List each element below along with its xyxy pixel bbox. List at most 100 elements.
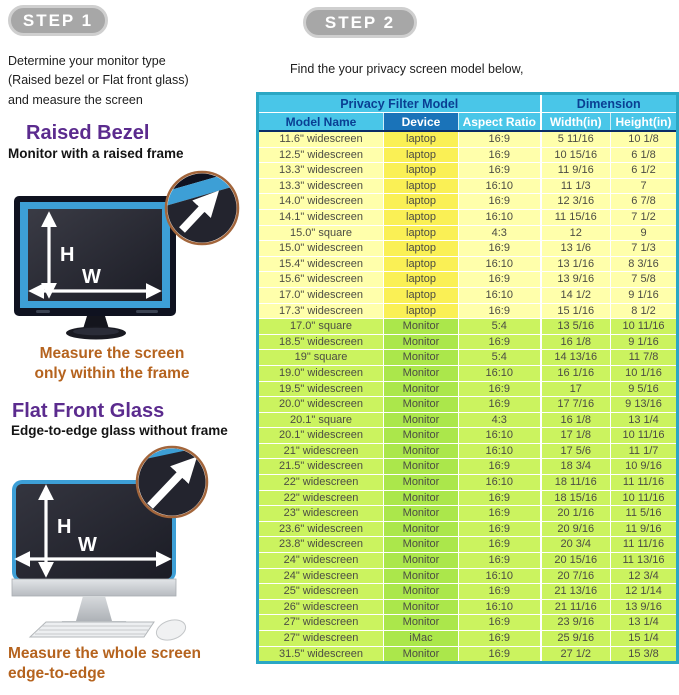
cell-width: 21 13/16 xyxy=(539,583,611,600)
cell-height: 7 5/8 xyxy=(610,271,678,288)
table-row: 17.0" square Monitor 5:4 13 5/16 10 11/16 xyxy=(257,318,678,335)
cell-height: 10 1/16 xyxy=(610,365,678,382)
cell-device: Monitor xyxy=(383,427,459,444)
zoom-arrow-icon xyxy=(179,190,220,233)
column-header-aspect-ratio: Aspect Ratio xyxy=(458,112,541,132)
cell-height: 9 5/16 xyxy=(610,381,678,398)
cell-model-name: 15.4" widescreen xyxy=(257,256,384,273)
cell-device: Monitor xyxy=(383,568,459,585)
cell-device: Monitor xyxy=(383,583,459,600)
cell-model-name: 17.0" widescreen xyxy=(257,287,384,304)
height-label: H xyxy=(60,244,74,266)
cell-width: 21 11/16 xyxy=(539,599,611,616)
table-row: 23.8" widescreen Monitor 16:9 20 3/4 11 11/1… xyxy=(257,536,678,554)
cell-device: Monitor xyxy=(383,334,459,351)
cell-height: 8 3/16 xyxy=(610,256,678,273)
cell-device: laptop xyxy=(383,193,459,210)
cell-width: 17 xyxy=(539,381,611,398)
cell-aspect-ratio: 16:9 xyxy=(458,334,541,351)
cell-height: 11 5/16 xyxy=(610,505,678,522)
table-row: 20.0" widescreen Monitor 16:9 17 7/16 9 13/1… xyxy=(257,396,678,413)
cell-width: 20 7/16 xyxy=(539,568,611,585)
cell-model-name: 24" widescreen xyxy=(257,568,384,585)
cell-height: 10 11/16 xyxy=(610,427,678,444)
cell-width: 17 1/8 xyxy=(539,427,611,444)
cell-model-name: 23.6" widescreen xyxy=(257,521,384,538)
cell-device: iMac xyxy=(383,630,459,647)
table-row: 21.5" widescreen Monitor 16:9 18 3/4 10 9/16 xyxy=(257,458,678,476)
cell-model-name: 15.6" widescreen xyxy=(257,271,384,288)
cell-width: 11 15/16 xyxy=(539,209,611,226)
width-label: W xyxy=(82,266,101,288)
table-row: 20.1" square Monitor 4:3 16 1/8 13 1/4 xyxy=(257,412,678,429)
table-row: 15.0" square laptop 4:3 12 9 xyxy=(257,225,678,242)
cell-model-name: 13.3" widescreen xyxy=(257,162,384,179)
measure-arrows xyxy=(14,484,172,578)
cell-device: Monitor xyxy=(383,443,459,460)
model-table-body: 11.6" widescreen laptop 16:9 5 11/16 10 1/8 1… xyxy=(257,131,678,664)
cell-height: 7 1/3 xyxy=(610,240,678,257)
table-row: 18.5" widescreen Monitor 16:9 16 1/8 9 1/16 xyxy=(257,334,678,351)
step2-badge: STEP 2 xyxy=(303,7,417,38)
cell-aspect-ratio: 16:10 xyxy=(458,599,541,616)
cell-width: 15 1/16 xyxy=(539,303,611,320)
cell-device: laptop xyxy=(383,162,459,179)
cell-height: 7 1/2 xyxy=(610,209,678,226)
cell-width: 16 1/8 xyxy=(539,334,611,351)
cell-aspect-ratio: 16:10 xyxy=(458,365,541,382)
cell-model-name: 27" widescreen xyxy=(257,614,384,631)
table-row: 13.3" widescreen laptop 16:9 11 9/16 6 1/2 xyxy=(257,162,678,179)
cell-width: 14 13/16 xyxy=(539,349,611,366)
cell-aspect-ratio: 16:9 xyxy=(458,303,541,320)
cell-width: 13 9/16 xyxy=(539,271,611,288)
cell-width: 12 xyxy=(539,225,611,242)
cell-width: 23 9/16 xyxy=(539,614,611,631)
table-row: 31.5" widescreen Monitor 16:9 27 1/2 15 3/8 xyxy=(257,646,678,664)
column-header-height: Height(in) xyxy=(610,112,678,132)
cell-width: 13 1/6 xyxy=(539,240,611,257)
cell-height: 15 1/4 xyxy=(610,630,678,647)
privacy-filter-table: Privacy Filter Model Dimension Model Nam… xyxy=(256,92,679,665)
cell-device: Monitor xyxy=(383,396,459,413)
flat-front-glass-caption: Measure the whole screen edge-to-edge xyxy=(8,645,201,683)
cell-aspect-ratio: 16:9 xyxy=(458,646,541,664)
group-header-dimension: Dimension xyxy=(539,93,678,113)
cell-width: 14 1/2 xyxy=(539,287,611,304)
cell-aspect-ratio: 16:9 xyxy=(458,583,541,600)
cell-width: 12 3/16 xyxy=(539,193,611,210)
cell-aspect-ratio: 5:4 xyxy=(458,318,541,335)
cell-model-name: 25" widescreen xyxy=(257,583,384,600)
cell-height: 9 1/16 xyxy=(610,287,678,304)
table-row: 25" widescreen Monitor 16:9 21 13/16 12 1/14 xyxy=(257,583,678,600)
table-row: 26" widescreen Monitor 16:10 21 11/16 13 9/1… xyxy=(257,599,678,616)
table-row: 22" widescreen Monitor 16:9 18 15/16 10 11/1… xyxy=(257,490,678,507)
cell-height: 10 11/16 xyxy=(610,318,678,335)
cell-width: 20 1/16 xyxy=(539,505,611,522)
cell-aspect-ratio: 16:10 xyxy=(458,443,541,460)
cell-device: Monitor xyxy=(383,490,459,507)
table-row: 14.0" widescreen laptop 16:9 12 3/16 6 7/8 xyxy=(257,193,678,210)
cell-aspect-ratio: 16:9 xyxy=(458,396,541,413)
cell-model-name: 18.5" widescreen xyxy=(257,334,384,351)
cell-height: 11 11/16 xyxy=(610,536,678,554)
cell-width: 13 5/16 xyxy=(539,318,611,335)
cell-aspect-ratio: 4:3 xyxy=(458,225,541,242)
cell-device: laptop xyxy=(383,178,459,195)
cell-model-name: 12.5" widescreen xyxy=(257,147,384,164)
column-header-model-name: Model Name xyxy=(257,112,384,132)
table-row: 27" widescreen Monitor 16:9 23 9/16 13 1/4 xyxy=(257,614,678,631)
cell-device: Monitor xyxy=(383,458,459,476)
cell-height: 6 1/8 xyxy=(610,147,678,164)
cell-width: 16 1/16 xyxy=(539,365,611,382)
cell-height: 10 1/8 xyxy=(610,131,678,148)
cell-device: Monitor xyxy=(383,505,459,522)
cell-aspect-ratio: 16:10 xyxy=(458,474,541,491)
column-header-device: Device xyxy=(383,112,459,132)
cell-model-name: 23" widescreen xyxy=(257,505,384,522)
cell-device: Monitor xyxy=(383,349,459,366)
cell-width: 13 1/16 xyxy=(539,256,611,273)
cell-device: Monitor xyxy=(383,474,459,491)
cell-width: 20 15/16 xyxy=(539,552,611,569)
cell-device: laptop xyxy=(383,209,459,226)
